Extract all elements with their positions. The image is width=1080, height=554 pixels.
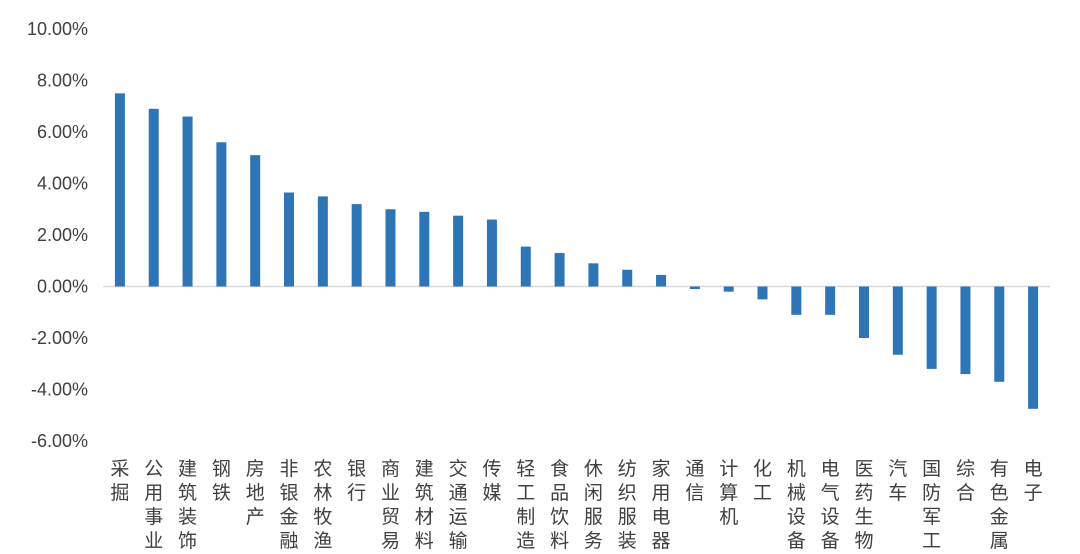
category-label: 建筑装饰 xyxy=(178,458,197,552)
bar xyxy=(250,155,261,287)
bar xyxy=(858,286,869,338)
category-labels: 采掘公用事业建筑装饰钢铁房地产非银金融农林牧渔银行商业贸易建筑材料交通运输传媒轻… xyxy=(110,458,1042,552)
bar xyxy=(385,209,396,287)
category-label: 医药生物 xyxy=(854,458,873,552)
y-tick-label: 6.00% xyxy=(37,122,88,142)
category-label: 农林牧渔 xyxy=(313,458,332,552)
category-label: 银行 xyxy=(347,458,366,504)
category-label: 化工 xyxy=(753,458,772,504)
bar xyxy=(723,286,734,292)
bar xyxy=(994,286,1005,382)
category-label: 电气设备 xyxy=(821,458,840,552)
bar xyxy=(182,116,193,287)
y-tick-label: -6.00% xyxy=(31,431,88,451)
bars-group xyxy=(114,93,1039,409)
category-label: 食品饮料 xyxy=(550,458,569,552)
bar xyxy=(656,274,667,287)
category-label: 电子 xyxy=(1024,458,1043,504)
category-label: 国防军工 xyxy=(922,458,941,552)
category-label: 轻工制造 xyxy=(516,458,535,552)
y-tick-label: 2.00% xyxy=(37,225,88,245)
bar xyxy=(588,263,599,287)
bar xyxy=(284,192,295,287)
category-label: 休闲服务 xyxy=(584,458,603,552)
bar xyxy=(689,286,700,290)
bar xyxy=(622,269,633,287)
category-label: 非银金融 xyxy=(280,458,299,552)
category-label: 纺织服装 xyxy=(618,458,637,552)
bar xyxy=(520,246,531,287)
bar xyxy=(216,142,227,287)
bar xyxy=(351,204,362,287)
bar xyxy=(453,215,464,287)
category-label: 家用电器 xyxy=(652,458,671,552)
category-label: 机械设备 xyxy=(787,458,806,552)
y-axis-tick-labels: 10.00% 8.00% 6.00% 4.00% 2.00% 0.00% -2.00% -4.… xyxy=(27,19,88,451)
bar xyxy=(419,211,430,287)
category-label: 通信 xyxy=(685,458,704,504)
bar xyxy=(791,286,802,315)
category-label: 传媒 xyxy=(482,458,501,504)
bar xyxy=(1028,286,1039,409)
bar xyxy=(960,286,971,375)
category-label: 有色金属 xyxy=(990,458,1009,552)
category-label: 综合 xyxy=(956,458,975,504)
category-label: 建筑材料 xyxy=(415,458,434,552)
y-tick-label: -4.00% xyxy=(31,380,88,400)
y-tick-label: 10.00% xyxy=(27,19,88,39)
category-label: 计算机 xyxy=(719,458,738,528)
category-label: 交通运输 xyxy=(449,458,468,552)
y-tick-label: 4.00% xyxy=(37,174,88,194)
category-label: 公用事业 xyxy=(144,458,163,552)
y-tick-label: 0.00% xyxy=(37,277,88,297)
y-tick-label: -2.00% xyxy=(31,328,88,348)
bar xyxy=(825,286,836,315)
category-label: 钢铁 xyxy=(212,458,231,504)
category-label: 商业贸易 xyxy=(381,458,400,552)
bar xyxy=(892,286,903,355)
bar xyxy=(317,196,328,287)
bar xyxy=(926,286,937,369)
bar xyxy=(148,108,159,287)
y-tick-label: 8.00% xyxy=(37,71,88,91)
bar xyxy=(486,219,497,287)
category-label: 汽车 xyxy=(888,458,907,504)
bar xyxy=(554,253,565,287)
category-label: 采掘 xyxy=(110,458,129,504)
bar xyxy=(114,93,125,287)
category-label: 房地产 xyxy=(246,458,265,528)
bar xyxy=(757,286,768,300)
